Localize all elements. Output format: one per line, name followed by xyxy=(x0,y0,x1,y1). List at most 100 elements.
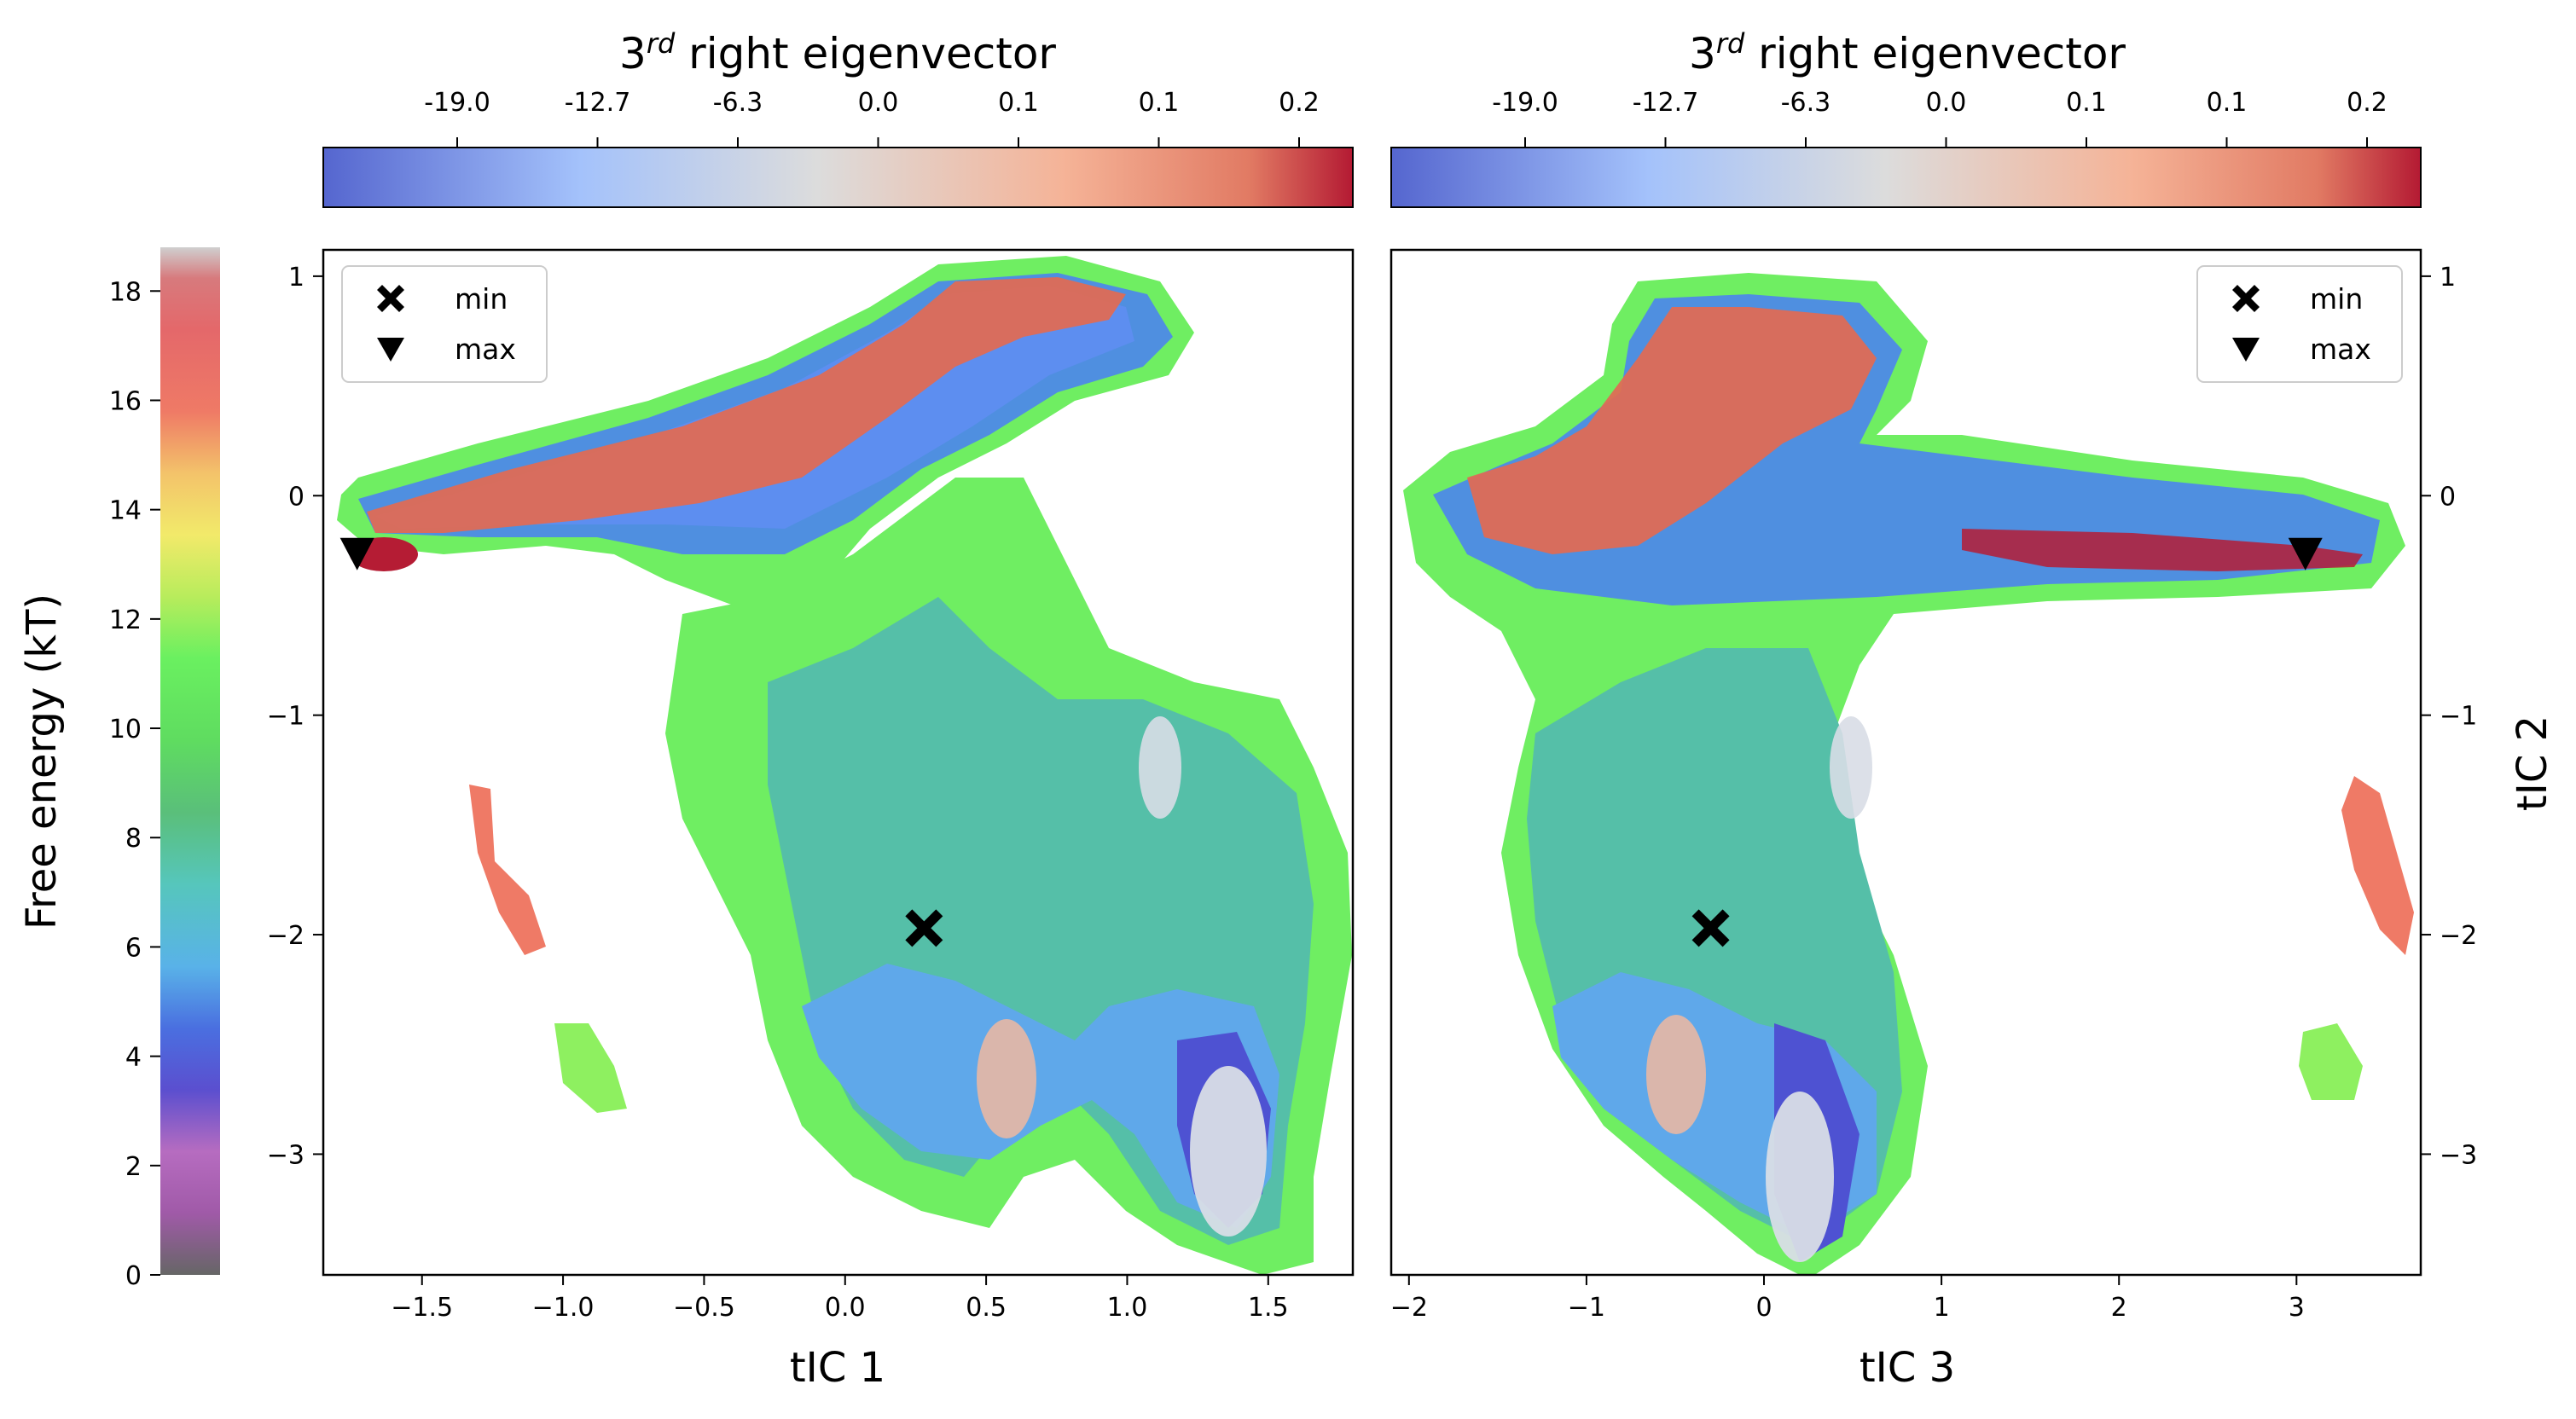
right-y-tick-label: −1 xyxy=(2440,702,2477,732)
right-legend: min max xyxy=(2196,265,2403,383)
left-x-tick-label: 0.0 xyxy=(825,1293,866,1323)
eigen-tick-label-right: -6.3 xyxy=(1781,88,1831,118)
left-x-tick-label: −1.5 xyxy=(391,1293,453,1323)
left-markers xyxy=(339,537,943,947)
right-y-axis-title: tIC 2 xyxy=(2509,715,2556,811)
eigen-colorbar-ticks-left: -19.0 -12.7 -6.3 0.0 0.1 0.1 0.2 xyxy=(424,88,1320,148)
left-landscape xyxy=(337,256,1352,1275)
left-eigen-lower-pink xyxy=(977,1019,1036,1138)
eigen-tick-label-left: 0.2 xyxy=(1279,88,1320,118)
left-legend-max-label: max xyxy=(455,333,516,366)
free-energy-label: Free energy (kT) xyxy=(18,594,66,930)
right-x-axis-title: tIC 3 xyxy=(1859,1344,1955,1392)
eigen-colorbar-left: 3rd right eigenvector -19.0 -12.7 -6.3 0.0 0… xyxy=(322,27,1354,208)
right-x-tick-label: 1 xyxy=(1934,1293,1950,1323)
right-legend-box xyxy=(2196,265,2403,383)
right-x-tick-label: 2 xyxy=(2111,1293,2127,1323)
right-landscape xyxy=(1403,273,2414,1275)
eigen-tick-label-right: -12.7 xyxy=(1633,88,1699,118)
right-y-tick-label: 0 xyxy=(2440,482,2456,512)
left-x-tick-label: 1.5 xyxy=(1248,1293,1289,1323)
right-max-marker xyxy=(2288,537,2323,570)
right-y-tick-label: 1 xyxy=(2440,263,2456,292)
left-x-tick-label: −1.0 xyxy=(532,1293,595,1323)
free-energy-tick-label: 6 xyxy=(125,933,142,963)
eigen-colorbar-title-right: 3rd right eigenvector xyxy=(1689,27,2126,78)
left-y-tick-label: −3 xyxy=(267,1140,305,1170)
eigen-tick-label-right: 0.1 xyxy=(2207,88,2248,118)
left-legend-max-icon xyxy=(377,338,404,362)
right-y-tick-label: −2 xyxy=(2440,921,2477,951)
eigen-colorbar-gradient-left xyxy=(322,147,1354,208)
left-legend-box xyxy=(341,265,548,383)
eigen-tick-label-right: 0.1 xyxy=(2066,88,2107,118)
left-max-marker xyxy=(339,537,374,570)
free-energy-tick-label: 4 xyxy=(125,1043,142,1073)
right-legend-max-label: max xyxy=(2310,333,2371,366)
left-y-tick-label: −2 xyxy=(267,921,305,951)
right-axes-frame xyxy=(1390,248,2422,1277)
free-energy-tick-label: 8 xyxy=(125,824,142,854)
left-panel: −1.5 −1.0 −0.5 0.0 0.5 1.0 1.5 10−1−2−3 tIC 1 … xyxy=(267,248,1355,1392)
right-x-tick-label: 0 xyxy=(1755,1293,1772,1323)
left-axes-frame xyxy=(322,248,1355,1277)
right-x-tick-label: −1 xyxy=(1568,1293,1605,1323)
right-island-upper xyxy=(2341,776,2414,955)
right-eigen-max-band xyxy=(1962,529,2363,571)
free-energy-tick-label: 0 xyxy=(125,1261,142,1291)
free-energy-tick-label: 2 xyxy=(125,1152,142,1182)
free-energy-tick-label: 16 xyxy=(109,386,142,416)
left-x-ticks: −1.5 −1.0 −0.5 0.0 0.5 1.0 1.5 xyxy=(391,1275,1289,1323)
left-eigen-mid-grey xyxy=(1139,716,1181,819)
left-island-lower xyxy=(554,1023,627,1113)
right-eigen-mid-grey xyxy=(1830,716,1872,819)
eigen-colorbar-gradient-right xyxy=(1390,147,2422,208)
right-y-tick-label: −3 xyxy=(2440,1140,2477,1170)
eigen-tick-label-left: 0.1 xyxy=(1139,88,1180,118)
eigen-colorbar-right: 3rd right eigenvector -19.0 -12.7 -6.3 0.0 0… xyxy=(1390,27,2422,208)
left-min-marker xyxy=(905,909,943,947)
right-x-ticks: −2 −1 0 1 2 3 xyxy=(1390,1275,2305,1323)
free-energy-colorbar-ticks: 0 2 4 6 8 10 12 14 16 18 xyxy=(109,277,160,1291)
right-markers xyxy=(1691,537,2323,947)
left-x-axis-title: tIC 1 xyxy=(790,1344,885,1392)
free-energy-colorbar-gradient xyxy=(160,247,220,1275)
eigen-colorbar-title-left: 3rd right eigenvector xyxy=(619,27,1056,78)
left-y-tick-label: 0 xyxy=(288,482,305,512)
eigen-colorbar-ticks-right: -19.0 -12.7 -6.3 0.0 0.1 0.1 0.2 xyxy=(1492,88,2387,148)
free-energy-colorbar: 0 2 4 6 8 10 12 14 16 18 Free energy (kT) xyxy=(18,247,220,1291)
eigen-tick-label-left: 0.0 xyxy=(858,88,899,118)
left-y-tick-label: −1 xyxy=(267,702,305,732)
free-energy-tick-label: 18 xyxy=(109,277,142,307)
eigen-tick-label-left: -12.7 xyxy=(565,88,631,118)
left-legend: min max xyxy=(341,265,548,383)
eigen-tick-label-right: 0.0 xyxy=(1926,88,1967,118)
right-eigen-lower-grey xyxy=(1766,1092,1834,1262)
right-min-marker xyxy=(1691,909,1730,947)
eigen-tick-label-right: 0.2 xyxy=(2347,88,2387,118)
left-x-tick-label: 1.0 xyxy=(1107,1293,1148,1323)
left-y-ticks: 1 0 −1 −2 −3 xyxy=(267,263,323,1170)
right-legend-min-label: min xyxy=(2310,282,2363,316)
left-legend-min-icon xyxy=(377,285,404,312)
eigen-tick-label-left: -19.0 xyxy=(424,88,490,118)
left-island-upper xyxy=(469,785,546,955)
free-energy-tick-label: 10 xyxy=(109,715,142,744)
left-legend-min-label: min xyxy=(455,282,508,316)
right-island-lower xyxy=(2299,1023,2363,1100)
right-x-tick-label: −2 xyxy=(1390,1293,1428,1323)
eigen-tick-label-left: 0.1 xyxy=(998,88,1039,118)
left-y-tick-label: 1 xyxy=(288,263,305,292)
left-x-tick-label: −0.5 xyxy=(673,1293,735,1323)
right-y-ticks: 1 0 −1 −2 −3 xyxy=(2421,263,2477,1170)
right-eigen-lower-pink xyxy=(1646,1015,1706,1134)
eigen-tick-label-left: -6.3 xyxy=(713,88,763,118)
left-landscape-lower-blue xyxy=(802,964,1279,1228)
right-legend-min-icon xyxy=(2232,285,2260,312)
right-panel: −2 −1 0 1 2 3 1 0 −1 −2 −3 tIC 3 tIC 2 min max xyxy=(1390,248,2556,1392)
left-eigen-lower-grey xyxy=(1190,1066,1267,1237)
right-legend-max-icon xyxy=(2232,338,2260,362)
left-eigen-positive-band xyxy=(367,277,1126,533)
free-energy-tick-label: 12 xyxy=(109,605,142,635)
